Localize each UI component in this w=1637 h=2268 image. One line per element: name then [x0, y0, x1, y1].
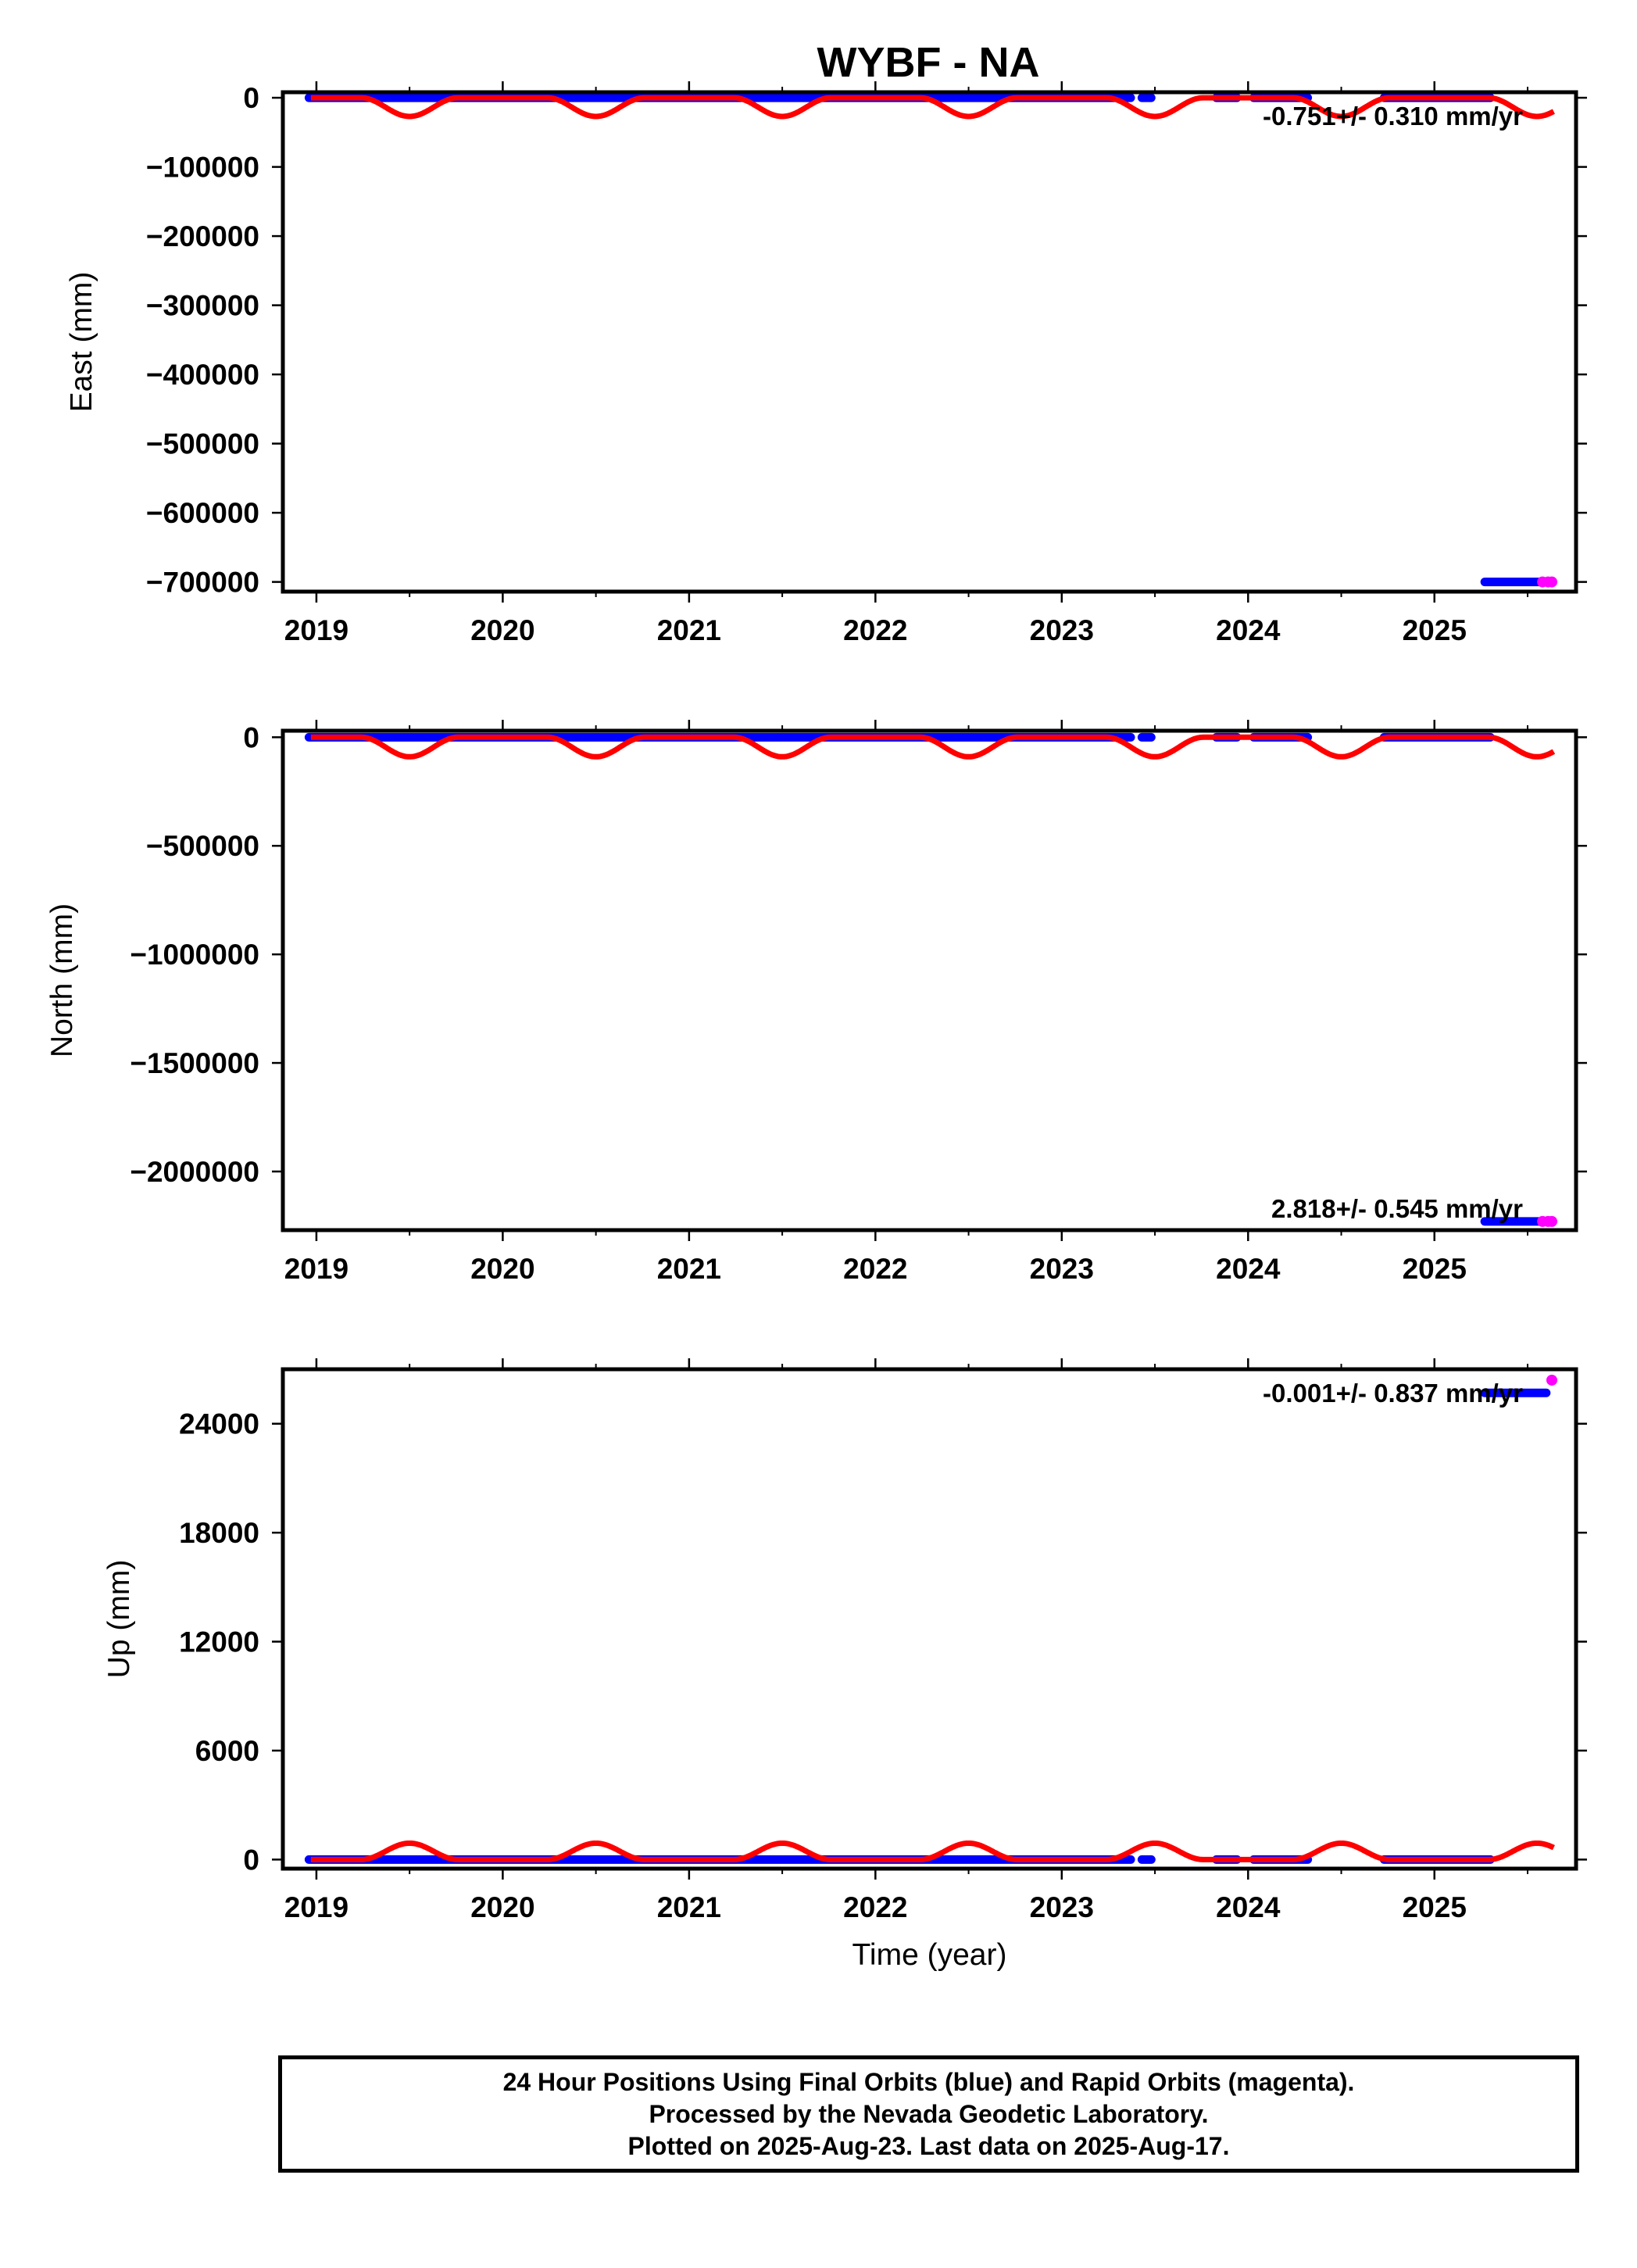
- panel-frame: [281, 90, 1578, 594]
- x-tick-label: 2025: [1403, 1253, 1467, 1285]
- y-tick-label: −200000: [146, 220, 259, 252]
- x-tick-label: 2024: [1216, 614, 1281, 646]
- x-tick-label: 2021: [657, 1891, 721, 1923]
- velocity-annotation: 2.818+/- 0.545 mm/yr: [1271, 1194, 1523, 1223]
- y-tick-label: −600000: [146, 497, 259, 529]
- x-tick-label: 2022: [843, 1891, 907, 1923]
- y-axis-label: North (mm): [45, 903, 79, 1057]
- y-tick-label: −700000: [146, 567, 259, 599]
- seasonal-model-curve: [309, 1841, 1556, 1862]
- y-axis-label: Up (mm): [102, 1560, 136, 1679]
- y-tick-label: −1500000: [130, 1047, 259, 1079]
- rapid-orbit-point-3: [1546, 576, 1557, 588]
- seasonal-model-curve: [309, 734, 1556, 760]
- footer-line-1: 24 Hour Positions Using Final Orbits (bl…: [502, 2067, 1355, 2096]
- processing-note-box: 24 Hour Positions Using Final Orbits (bl…: [278, 2055, 1579, 2173]
- y-tick-label: 0: [243, 82, 259, 114]
- footer-line-3: Plotted on 2025-Aug-23. Last data on 202…: [627, 2131, 1230, 2160]
- rapid-orbit-point-1: [1546, 1374, 1557, 1386]
- y-tick-label: −2000000: [130, 1156, 259, 1188]
- panel-3: 2019 2020 2021 2022 2023 2024 2025 0 6000 12000 18…: [102, 1358, 1587, 1972]
- x-tick-label: 2019: [284, 1891, 348, 1923]
- x-tick-label: 2021: [657, 614, 721, 646]
- panel-frame: [281, 1367, 1578, 1871]
- velocity-annotation: -0.751+/- 0.310 mm/yr: [1263, 102, 1523, 131]
- y-tick-label: 18000: [179, 1517, 259, 1549]
- data-layer: [304, 732, 1557, 1227]
- y-tick-label: 6000: [195, 1735, 259, 1767]
- data-layer: [304, 1374, 1557, 1864]
- x-tick-label: 2024: [1216, 1253, 1281, 1285]
- y-tick-label: 12000: [179, 1626, 259, 1658]
- y-tick-label: −400000: [146, 359, 259, 391]
- panel-frame: [281, 728, 1578, 1232]
- y-tick-label: −500000: [146, 428, 259, 460]
- panel-1: 2019 2020 2021 2022 2023 2024 2025 0 −100000 −200…: [65, 81, 1587, 646]
- y-tick-label: −500000: [146, 830, 259, 862]
- x-tick-label: 2021: [657, 1253, 721, 1285]
- y-tick-label: 0: [243, 1844, 259, 1876]
- rapid-orbit-point-3: [1546, 1215, 1557, 1227]
- y-tick-label: 24000: [179, 1408, 259, 1440]
- x-tick-label: 2023: [1030, 1891, 1094, 1923]
- x-tick-label: 2025: [1403, 614, 1467, 646]
- x-tick-label: 2022: [843, 1253, 907, 1285]
- x-tick-label: 2019: [284, 614, 348, 646]
- chart-title: WYBF - NA: [817, 39, 1040, 86]
- x-tick-label: 2022: [843, 614, 907, 646]
- footer-line-2: Processed by the Nevada Geodetic Laborat…: [649, 2099, 1209, 2128]
- velocity-annotation: -0.001+/- 0.837 mm/yr: [1263, 1379, 1523, 1408]
- x-tick-label: 2024: [1216, 1891, 1281, 1923]
- x-tick-label: 2023: [1030, 614, 1094, 646]
- y-axis-label: East (mm): [65, 272, 98, 413]
- x-tick-label: 2020: [470, 1891, 534, 1923]
- x-tick-label: 2020: [470, 614, 534, 646]
- x-axis-label: Time (year): [852, 1938, 1007, 1972]
- seasonal-model-curve: [309, 95, 1556, 120]
- x-tick-label: 2020: [470, 1253, 534, 1285]
- y-tick-label: −300000: [146, 290, 259, 322]
- x-tick-label: 2023: [1030, 1253, 1094, 1285]
- panel-2: 2019 2020 2021 2022 2023 2024 2025 0 −500000 −100…: [45, 720, 1587, 1285]
- x-tick-label: 2019: [284, 1253, 348, 1285]
- y-tick-label: 0: [243, 721, 259, 753]
- y-tick-label: −100000: [146, 152, 259, 184]
- chart-panels: 2019 2020 2021 2022 2023 2024 2025 0 −100000 −200…: [45, 81, 1587, 1972]
- x-tick-label: 2025: [1403, 1891, 1467, 1923]
- y-tick-label: −1000000: [130, 939, 259, 971]
- data-layer: [304, 93, 1557, 588]
